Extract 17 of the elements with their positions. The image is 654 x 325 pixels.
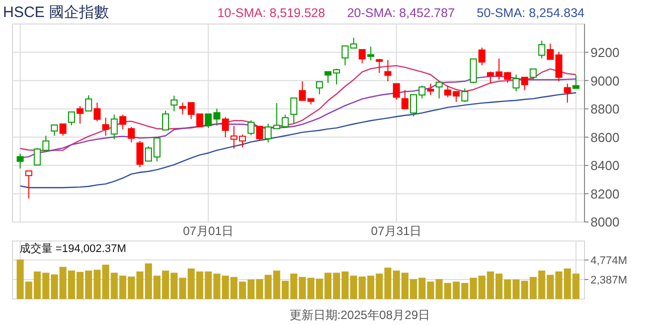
y-tick-label: 9000 [590,73,620,88]
y-tick-label: 8000 [590,214,620,230]
y-tick-label: 2,387M [590,274,628,286]
text: 更新日期:2025年08月29日 [289,308,430,322]
text: 10-SMA: 8,519.528 [217,6,326,20]
chart-title: 成交量 =194,002.37M [20,242,126,255]
y-tick-label: 4,774M [590,254,628,267]
y-tick-label: 8600 [590,130,620,145]
y-tick-label: 8400 [590,158,620,174]
y-tick-label: 8200 [590,186,620,202]
text: 50-SMA: 8,254.834 [476,6,585,20]
x-tick-label: 07月01日 [182,224,234,238]
chart-title: HSCE 國企指數 [3,4,109,21]
x-tick-label: 07月31日 [371,224,422,238]
y-tick-label: 8800 [590,102,620,117]
y-tick-label: 9200 [590,44,620,60]
text: 20-SMA: 8,452.787 [347,6,455,20]
